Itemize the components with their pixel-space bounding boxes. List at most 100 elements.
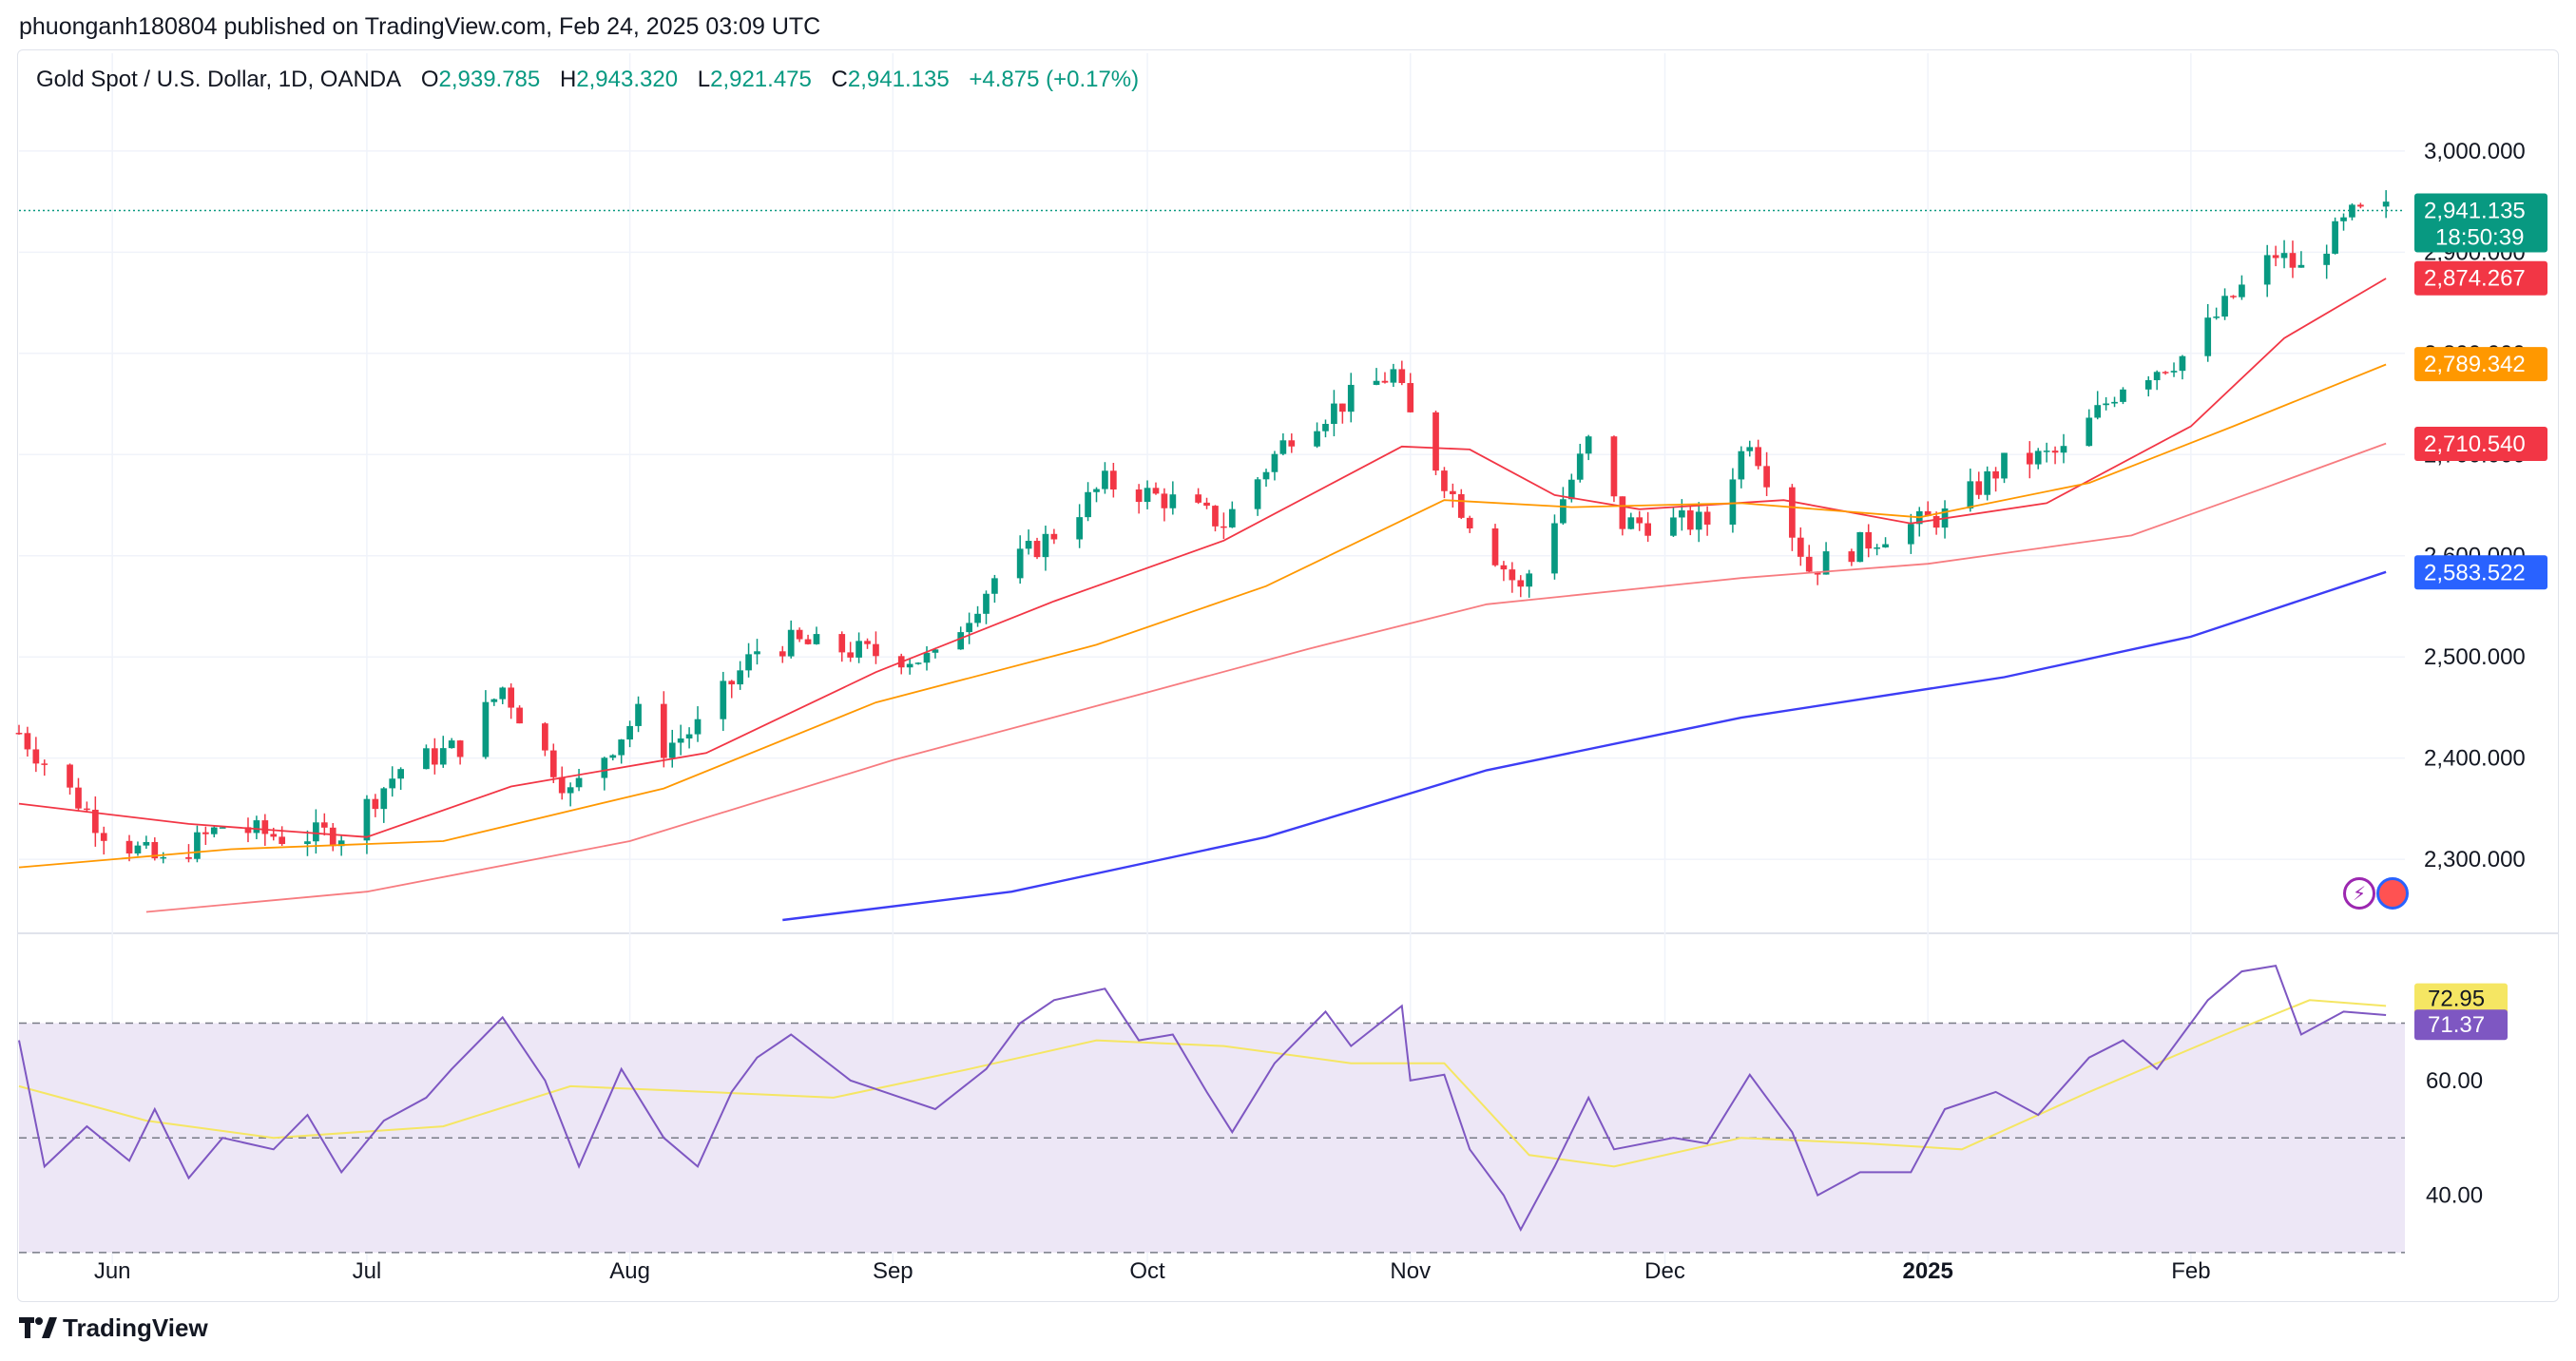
candle-body [482,701,490,757]
ma-price-tag-1-bg [2414,260,2547,296]
candle-body [1848,551,1855,563]
candle-body [1636,517,1644,524]
candle-body [737,670,743,685]
candle-body [185,856,192,859]
candle-body [1085,491,1091,518]
high-value: 2,943.320 [576,67,679,92]
candle-body [1338,403,1346,412]
candle-body [618,739,625,756]
candle-body [1093,489,1100,492]
candle-body [601,757,608,778]
time-axis-label: Oct [1129,1258,1165,1284]
candle-body [397,769,404,779]
moving-average-line-3 [145,442,2387,913]
candle-body [1865,531,1873,549]
candle-body [694,719,702,735]
close-value: 2,941.135 [847,67,950,92]
candle-body [508,687,515,708]
candle-body [2297,264,2305,268]
candle-body [1288,440,1296,447]
open-label: O [420,67,439,92]
candle-body [720,680,727,719]
high-label: H [559,67,577,92]
candle-body [2204,317,2212,356]
candle-body [1822,551,1830,575]
low-value: 2,921.475 [710,67,812,92]
candle-body [1797,537,1804,557]
candle-body [2340,217,2347,221]
candle-body [337,840,345,847]
candle-body [134,845,142,853]
candle-body [1228,508,1236,527]
candle-body [1110,470,1117,490]
candle-body [1381,380,1389,383]
ma-price-tag-1: 2,874.267 [2424,266,2526,292]
candle-body [2289,253,2297,268]
rsi-tag-bg-1 [2414,983,2508,1014]
candle-body [1407,383,1414,412]
candle-body [1686,510,1694,530]
candle-body [1500,565,1508,570]
candle-body [320,822,328,828]
candle-body [1432,412,1439,471]
candle-body [1152,488,1160,494]
candle-body [2179,355,2186,372]
candle-body [1221,526,1227,528]
rsi-tick-label: 40.00 [2426,1183,2483,1209]
candle-body [1517,580,1525,587]
candle-body [1526,573,1533,587]
candle-body [1644,523,1651,536]
candle-body [1279,440,1287,454]
candle-body [1347,384,1355,412]
candle-body [668,742,676,758]
candle-body [1907,524,1914,545]
tradingview-mark-icon [19,1316,57,1338]
candle-body [1856,531,1864,563]
candle-body [2051,450,2059,453]
candle-body [1491,527,1499,565]
candle-body [609,755,617,758]
candle-body [966,623,972,633]
candle-body [1670,517,1677,536]
candle-body [2103,403,2109,406]
candle-body [2213,316,2220,318]
symbol-title[interactable]: Gold Spot / U.S. Dollar, 1D, OANDA [36,67,402,92]
candle-body [1755,447,1762,467]
candle-body [804,639,812,644]
rsi-tag-2: 71.37 [2428,1012,2485,1038]
lightning-icon[interactable]: ⚡ [2343,877,2375,910]
price-tick-label: 2,400.000 [2424,746,2526,772]
candle-body [151,841,159,859]
candle-body [279,836,286,844]
candle-body [1924,510,1932,517]
candle-body [313,822,319,842]
candle-body [456,740,464,757]
candle-body [1254,479,1261,509]
rsi-line [18,964,2387,1232]
candle-body [1695,511,1702,530]
moving-average-line-2 [18,363,2387,869]
tradingview-logo[interactable]: TradingView [19,1313,208,1343]
candle-body [847,652,855,658]
candle-body [2170,371,2178,373]
candle-body [2162,372,2169,374]
calendar-flag-icon[interactable] [2376,877,2409,910]
ma-price-tag-3: 2,710.540 [2424,431,2526,457]
candle-body [745,654,752,671]
candle-body [490,699,498,702]
candle-body [219,827,226,829]
candle-body [1619,496,1626,529]
candle-body [1050,533,1058,540]
candle-body [516,707,523,724]
candle-body [1567,479,1575,500]
candle-body [1551,523,1558,574]
last-price-tag: 2,941.135 [2424,199,2526,224]
candle-body [864,641,871,644]
low-label: L [697,67,711,92]
candle-body [2120,389,2126,402]
candle-body [244,827,252,834]
candle-body [1466,517,1473,528]
candle-body [787,629,795,657]
chart-frame [17,49,2559,1302]
